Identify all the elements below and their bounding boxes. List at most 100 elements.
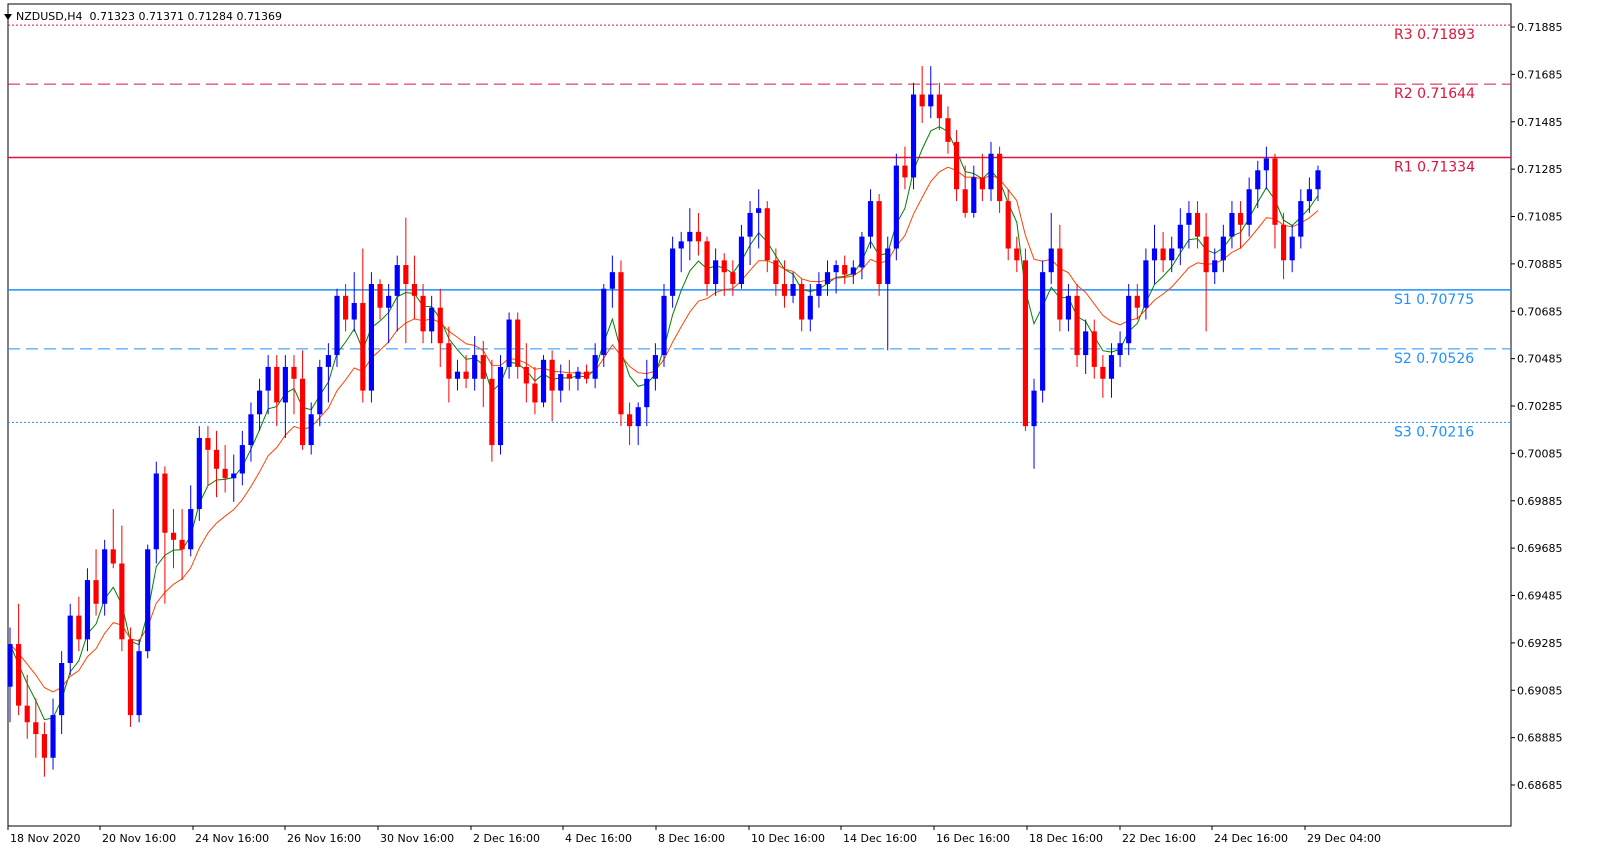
candle-body [833, 265, 839, 273]
y-tick-label: 0.71485 [1517, 116, 1563, 129]
y-tick-label: 0.70485 [1517, 353, 1563, 366]
candle-body [885, 248, 891, 285]
candle-body [1212, 260, 1218, 273]
candle-body [403, 265, 409, 285]
candle-body [953, 141, 960, 190]
candle-body [213, 449, 220, 469]
candle-body [429, 307, 435, 332]
candle-body [936, 94, 942, 119]
y-tick-label: 0.69285 [1517, 637, 1563, 650]
candle-body [824, 272, 831, 285]
x-tick-label: 18 Dec 16:00 [1029, 832, 1103, 845]
candle-body [145, 549, 151, 652]
x-tick-label: 22 Dec 16:00 [1122, 832, 1196, 845]
candle-body [730, 272, 736, 285]
candle-body [463, 371, 469, 379]
candle-body [919, 94, 925, 107]
candle-body [377, 284, 383, 308]
candle-body [1237, 212, 1244, 225]
candle-body [1091, 331, 1097, 367]
y-tick-label: 0.71885 [1517, 21, 1563, 34]
chart-frame [7, 3, 1512, 827]
candle-body [343, 295, 349, 320]
candle-body [127, 639, 134, 716]
level-label-s1: S1 0.70775 [1394, 292, 1474, 308]
candle-body [1203, 236, 1209, 273]
candle-body [93, 580, 99, 604]
candle-body [239, 445, 245, 474]
candle-body [721, 260, 727, 273]
candle-body [76, 615, 82, 640]
candle-body [1117, 343, 1123, 356]
x-tick-label: 4 Dec 16:00 [565, 832, 632, 845]
candle-body [360, 302, 366, 391]
candle-body [248, 414, 254, 446]
x-tick-label: 8 Dec 16:00 [658, 832, 725, 845]
candle-body [1143, 260, 1149, 308]
candle-body [781, 284, 788, 296]
candle-body [738, 236, 745, 285]
candle-body [188, 509, 194, 550]
candle-body [1134, 295, 1140, 308]
candle-body [1031, 390, 1037, 427]
candle-body [162, 473, 168, 533]
candle-body [652, 355, 658, 379]
y-tick-label: 0.70085 [1517, 447, 1563, 460]
candle-body [1194, 212, 1201, 237]
x-tick-label: 2 Dec 16:00 [473, 832, 540, 845]
candle-body [601, 288, 607, 356]
candle-body [308, 414, 314, 446]
candle-body [1151, 248, 1158, 261]
candle-body [170, 532, 177, 540]
candle-body [575, 371, 581, 379]
candle-body [265, 366, 271, 391]
candle-body [497, 366, 504, 446]
x-tick-label: 24 Nov 16:00 [195, 832, 269, 845]
candle-body [704, 241, 710, 285]
candle-body [420, 295, 426, 332]
candle-body [532, 383, 538, 403]
candle-body [1315, 170, 1321, 190]
y-tick-label: 0.69885 [1517, 495, 1563, 508]
candle-body [1177, 224, 1183, 249]
candle-body [489, 378, 495, 446]
candle-body [687, 231, 693, 242]
ma-slow-line [9, 166, 1319, 693]
y-tick-label: 0.68685 [1517, 779, 1563, 792]
candle-body [713, 260, 719, 285]
y-tick-label: 0.68885 [1517, 732, 1563, 745]
candle-body [1108, 355, 1115, 379]
candle-body [205, 437, 211, 450]
candle-body [1246, 189, 1252, 225]
candle-body [411, 284, 418, 296]
candle-body [179, 539, 185, 550]
candle-body [446, 343, 452, 379]
candle-body [670, 248, 676, 296]
candle-body [945, 118, 951, 142]
candle-body [1005, 201, 1011, 249]
candle-body [816, 284, 822, 296]
x-tick-label: 18 Nov 2020 [10, 832, 80, 845]
candle-body [291, 366, 297, 379]
candle-body [1229, 212, 1235, 237]
level-label-r1: R1 0.71334 [1394, 160, 1475, 176]
candle-body [102, 549, 108, 604]
candle-body [1272, 158, 1278, 225]
ohlc-readout: 0.71323 0.71371 0.71284 0.71369 [89, 10, 282, 23]
candle-body [84, 580, 91, 640]
candle-body [876, 201, 882, 285]
candle-body [583, 371, 590, 379]
candle-body [902, 165, 908, 178]
x-tick-label: 20 Nov 16:00 [102, 832, 176, 845]
candle-body [747, 212, 753, 237]
candle-body [549, 359, 555, 391]
candle-body [1100, 366, 1106, 379]
candle-body [971, 177, 977, 213]
candle-body [368, 284, 375, 391]
candle-body [299, 378, 306, 446]
candle-body [979, 177, 985, 190]
y-tick-label: 0.69685 [1517, 542, 1563, 555]
candle-body [910, 94, 917, 178]
candle-body [790, 284, 796, 296]
